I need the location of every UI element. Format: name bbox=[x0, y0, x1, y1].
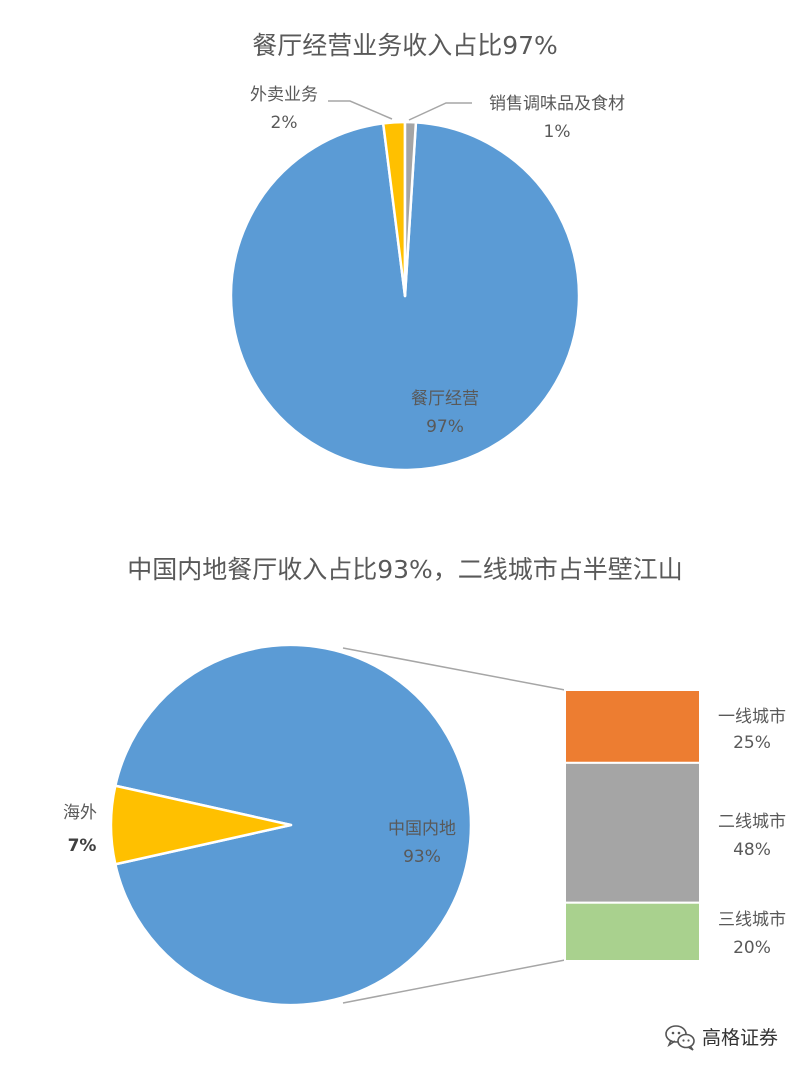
label-mainland-value: 93% bbox=[403, 847, 441, 867]
wechat-icon bbox=[665, 1025, 695, 1051]
label-condiments-name: 销售调味品及食材 bbox=[489, 94, 625, 114]
leader-line-condiments bbox=[408, 102, 472, 121]
chart2-slices bbox=[109, 643, 473, 1007]
leader-line-takeout bbox=[328, 100, 393, 120]
chart1-slices bbox=[229, 120, 581, 472]
label-condiments-value: 1% bbox=[544, 122, 571, 142]
label-tier1-value: 25% bbox=[733, 733, 771, 753]
revenue-share-pie-chart: 餐厅经营业务收入占比97% 外卖业务 2% 销售调味品及食材 1% 餐厅经营 9… bbox=[229, 31, 625, 472]
label-tier3-value: 20% bbox=[733, 938, 771, 958]
pie-slice-overseas bbox=[109, 784, 293, 866]
label-restaurant-name: 餐厅经营 bbox=[411, 389, 479, 409]
label-tier3-name: 三线城市 bbox=[718, 910, 786, 930]
label-restaurant-value: 97% bbox=[426, 417, 464, 437]
connector-line-bottom bbox=[342, 959, 566, 1004]
label-takeout-value: 2% bbox=[271, 113, 298, 133]
label-overseas-value: 7% bbox=[68, 836, 97, 856]
label-mainland-name: 中国内地 bbox=[388, 819, 456, 839]
chart2-title: 中国内地餐厅收入占比93%，二线城市占半壁江山 bbox=[127, 555, 683, 584]
chart1-title: 餐厅经营业务收入占比97% bbox=[252, 31, 558, 60]
watermark-text: 高格证券 bbox=[702, 1027, 778, 1049]
bar-segment-tier3 bbox=[564, 901, 701, 962]
label-tier1-name: 一线城市 bbox=[718, 707, 786, 727]
bar-segment-tier2 bbox=[564, 761, 701, 904]
bar-segment-tier1 bbox=[564, 689, 701, 764]
pie-slice-condiments bbox=[403, 120, 418, 298]
pie-slice-mainland bbox=[114, 643, 473, 1007]
label-overseas-name: 海外 bbox=[63, 803, 97, 823]
chart2-breakdown-bars bbox=[564, 689, 701, 962]
chart1-leader-lines bbox=[328, 100, 472, 121]
connector-line-top bbox=[342, 647, 566, 691]
label-takeout-name: 外卖业务 bbox=[250, 85, 318, 105]
watermark: 高格证券 bbox=[665, 1025, 778, 1051]
region-share-bar-of-pie-chart: 中国内地餐厅收入占比93%，二线城市占半壁江山 海外 7% 中国内地 93% 一… bbox=[63, 555, 786, 1007]
label-tier2-name: 二线城市 bbox=[718, 812, 786, 832]
label-tier2-value: 48% bbox=[733, 840, 771, 860]
